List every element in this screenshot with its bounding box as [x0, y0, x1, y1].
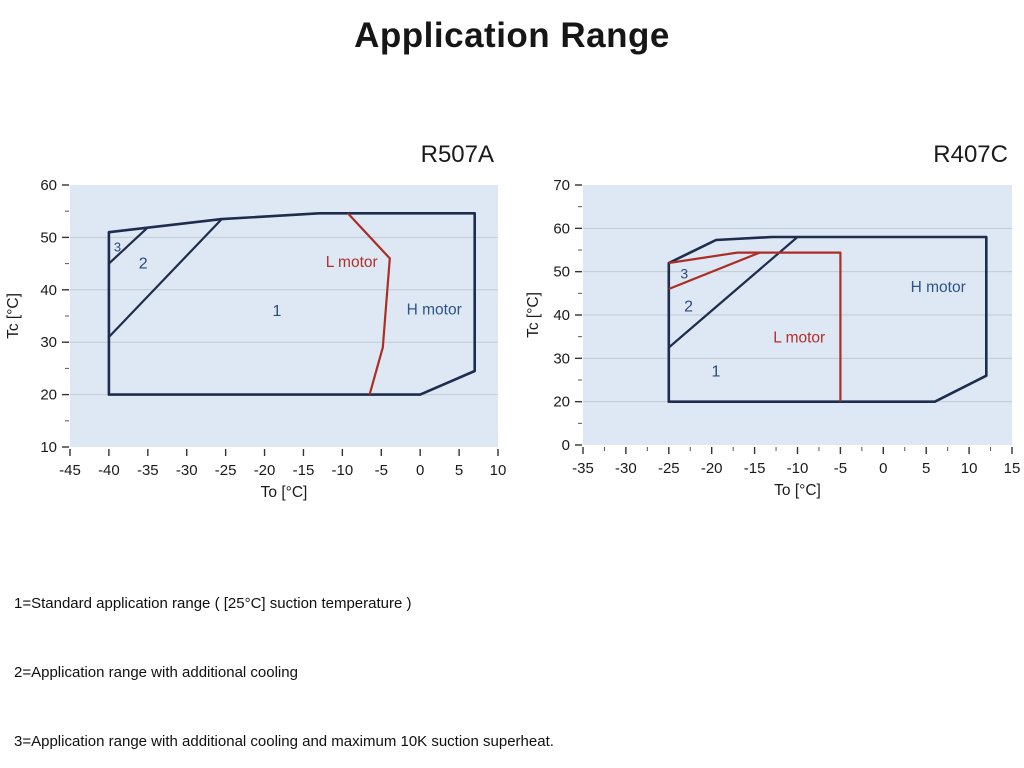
y-axis-label: Tc [°C] — [5, 293, 22, 339]
x-tick-label: -45 — [59, 462, 81, 479]
x-tick-label: -15 — [744, 460, 766, 477]
x-tick-label: -30 — [176, 462, 198, 479]
x-tick-label: 5 — [922, 460, 930, 477]
x-tick-label: 15 — [1004, 460, 1021, 477]
plot-label-l-motor: L motor — [326, 254, 378, 271]
x-tick-label: 10 — [490, 462, 507, 479]
x-tick-label: -35 — [137, 462, 159, 479]
plot-label-2: 2 — [139, 256, 148, 273]
series-region-1-2-boundary — [668, 236, 799, 349]
x-tick-label: -30 — [615, 460, 637, 477]
legend: 1=Standard application range ( [25°C] su… — [14, 546, 878, 768]
chart-r407c: -35 -30 -25 -20 -15 -10 -5 0 5 10 15 70 60 50 40 30 20 0 3… — [520, 120, 1024, 510]
x-tick-label: 0 — [879, 460, 887, 477]
series-region-3-boundary — [668, 251, 761, 291]
legend-line-1: 1=Standard application range ( [25°C] su… — [14, 595, 412, 612]
x-tick-label: -25 — [215, 462, 237, 479]
series-region-3-boundary — [108, 226, 149, 265]
y-tick-label: 20 — [553, 394, 570, 411]
chart-r407c-svg: -35 -30 -25 -20 -15 -10 -5 0 5 10 15 70 60 50 40 30 20 0 3… — [525, 141, 1021, 499]
x-tick-label: -20 — [254, 462, 276, 479]
plot-label-h-motor: H motor — [407, 302, 462, 319]
series-operating-envelope — [107, 212, 476, 396]
series-l-motor-limit — [668, 251, 842, 402]
y-tick-label: 20 — [40, 387, 57, 404]
x-tick-label: -40 — [98, 462, 120, 479]
plot-label-1: 1 — [273, 303, 282, 320]
chart-title: R407C — [933, 141, 1008, 168]
x-axis-label: To [°C] — [261, 484, 308, 501]
plot-label-2: 2 — [684, 298, 693, 315]
y-tick-label: 30 — [40, 334, 57, 351]
x-tick-label: -20 — [701, 460, 723, 477]
y-tick-label: 50 — [553, 264, 570, 281]
x-axis-label: To [°C] — [774, 482, 821, 499]
y-axis-label: Tc [°C] — [525, 292, 542, 338]
x-tick-label: -5 — [834, 460, 847, 477]
plot-label-3: 3 — [680, 265, 688, 281]
plot-label-1: 1 — [712, 363, 721, 380]
x-tick-label: -25 — [658, 460, 680, 477]
x-tick-label: 10 — [961, 460, 978, 477]
x-tick-label: 0 — [416, 462, 424, 479]
x-tick-label: -15 — [293, 462, 315, 479]
legend-line-3: 3=Application range with additional cool… — [14, 733, 554, 750]
y-tick-label: 0 — [562, 437, 570, 454]
x-tick-label: -10 — [332, 462, 354, 479]
y-tick-label: 60 — [40, 177, 57, 194]
y-tick-label: 40 — [553, 307, 570, 324]
y-tick-label: 40 — [40, 282, 57, 299]
y-tick-label: 70 — [553, 177, 570, 194]
x-tick-label: 5 — [455, 462, 463, 479]
chart-r507a-svg: -45 -40 -35 -30 -25 -20 -15 -10 -5 0 5 10 60 50 40 30 20… — [5, 141, 507, 501]
series-region-2-boundary — [108, 218, 223, 338]
chart-r507a: -45 -40 -35 -30 -25 -20 -15 -10 -5 0 5 10 60 50 40 30 20… — [0, 120, 520, 510]
page-title: Application Range — [354, 16, 670, 55]
x-tick-label: -10 — [787, 460, 809, 477]
x-tick-label: -35 — [572, 460, 594, 477]
series-operating-envelope — [667, 235, 988, 403]
legend-line-2: 2=Application range with additional cool… — [14, 664, 298, 681]
series-l-motor-limit — [346, 212, 391, 395]
plot-label-3: 3 — [114, 239, 121, 254]
x-tick-label: -5 — [375, 462, 388, 479]
y-tick-label: 30 — [553, 350, 570, 367]
plot-label-h-motor: H motor — [911, 279, 966, 296]
y-tick-label: 10 — [40, 439, 57, 456]
plot-label-l-motor: L motor — [773, 330, 825, 347]
y-tick-label: 60 — [553, 220, 570, 237]
y-tick-label: 50 — [40, 229, 57, 246]
chart-title: R507A — [421, 141, 494, 168]
